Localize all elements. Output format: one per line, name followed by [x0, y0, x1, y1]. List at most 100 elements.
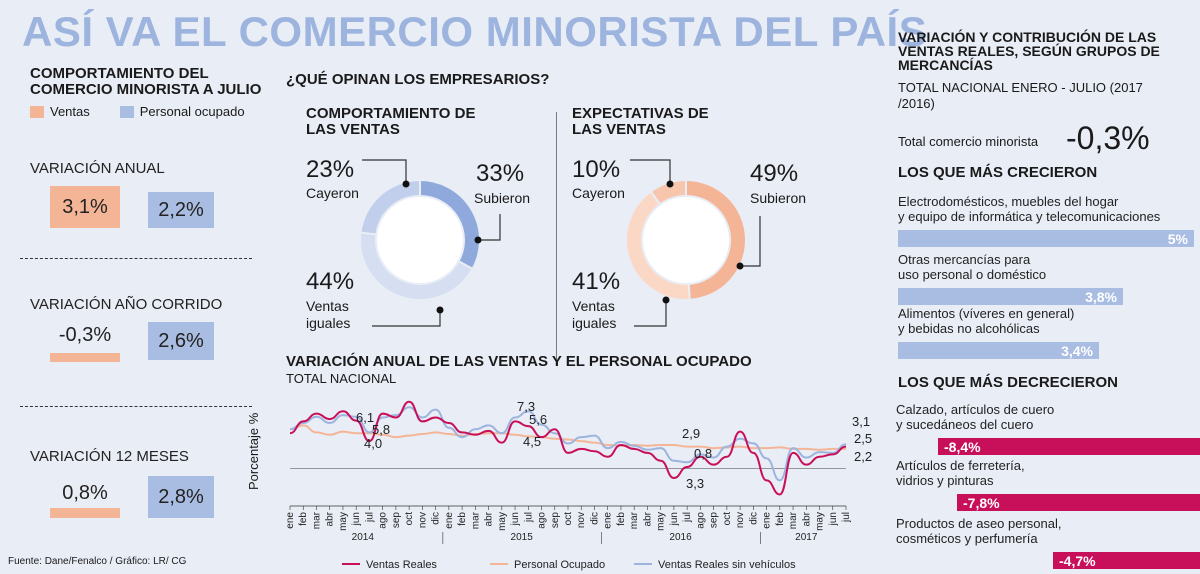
x-tick-label: nov: [417, 512, 428, 528]
donut2-cayeron-pct: 10%: [572, 156, 621, 183]
x-tick-label: feb: [616, 512, 627, 526]
grow-label-1: Alimentos (víveres en general): [898, 306, 1075, 321]
legend-swatch-personal: [119, 105, 134, 118]
data-label: 6,1: [356, 410, 374, 425]
donut-center: [376, 196, 464, 284]
crecieron-heading: LOS QUE MÁS CRECIERON: [898, 164, 1098, 181]
x-tick-label: may: [656, 512, 667, 531]
leader-line: [634, 300, 667, 327]
data-label: 2,2: [854, 449, 872, 464]
data-label: 4,0: [364, 436, 382, 451]
donut1-cayeron-pct: 23%: [306, 156, 355, 183]
data-label: 5,6: [529, 412, 547, 427]
decline-label-2: y sucedáneos del cuero: [896, 417, 1034, 432]
x-tick-label: feb: [457, 512, 468, 526]
page-title: ASÍ VA EL COMERCIO MINORISTA DEL PAÍS: [22, 8, 928, 55]
donut1-cayeron-label: Cayeron: [306, 185, 359, 201]
grow-bar: 3,4%: [898, 342, 1099, 359]
grow-bar: 5%: [898, 230, 1194, 247]
donut1-subieron-label: Subieron: [474, 190, 531, 206]
series-line-ventas-reales: [289, 400, 847, 496]
x-tick-label: nov: [735, 512, 746, 528]
divider: [20, 406, 252, 407]
data-label: 4,5: [523, 434, 541, 449]
x-tick-label: mar: [788, 511, 799, 529]
value-ventas-anual: 3,1%: [50, 186, 120, 228]
x-tick-label: oct: [404, 512, 415, 526]
donut-slice-cayeron: [359, 178, 421, 236]
x-tick-label: may: [497, 512, 508, 531]
x-tick-label: ago: [378, 512, 389, 529]
value-ventas-corrido: -0,3%: [50, 318, 120, 362]
x-tick-label: abr: [642, 511, 653, 526]
x-tick-label: feb: [775, 512, 786, 526]
donut2-iguales-label2: iguales: [572, 315, 617, 331]
leader-dot: [436, 306, 444, 314]
x-tick-label: oct: [563, 512, 574, 526]
line-chart: ene feb mar abr may jun jul ago sep oct nov dic ene f…: [285, 399, 872, 571]
x-tick-label: ene: [762, 512, 773, 529]
donut1-iguales-label2: iguales: [306, 315, 351, 331]
decline-label-2: cosméticos y perfumería: [896, 531, 1038, 546]
value-ventas-12meses: 0,8%: [50, 476, 120, 518]
legend-swatch-ventas: [30, 105, 44, 118]
donut1-iguales-label1: Ventas: [306, 298, 349, 314]
donut-charts: [359, 159, 761, 327]
total-label: Total comercio minorista: [898, 134, 1039, 149]
x-tick-label: jul: [523, 512, 534, 523]
x-tick-label: mar: [629, 511, 640, 529]
decline-bar: -8,4%: [938, 438, 1200, 455]
donut-comportamiento: [359, 178, 481, 301]
x-tick-label: sep: [550, 512, 561, 529]
leader-line: [478, 214, 501, 241]
x-tick-label: ago: [537, 512, 548, 529]
line-chart-ylabel: Porcentaje %: [246, 412, 261, 490]
x-tick-label: abr: [801, 511, 812, 526]
x-tick-label: jun: [669, 512, 680, 526]
year-label: 2015: [511, 532, 534, 543]
data-label: 2,5: [854, 431, 872, 446]
x-tick-label: jun: [510, 512, 521, 526]
grow-label-2: uso personal o doméstico: [898, 267, 1047, 282]
series-line-personal-ocupado: [289, 424, 846, 451]
leader-dot: [474, 236, 482, 244]
donut2-subieron-label: Subieron: [750, 190, 807, 206]
section-label-12meses: VARIACIÓN 12 MESES: [30, 448, 189, 465]
decline-bar: -7,8%: [957, 494, 1200, 511]
x-tick-label: mar: [311, 511, 322, 529]
legend-personal: Personal ocupado: [139, 104, 245, 119]
leader-line: [630, 159, 671, 184]
x-tick-label: dic: [431, 512, 442, 525]
x-tick-label: jul: [682, 512, 693, 523]
leader-line: [372, 310, 441, 327]
divider: [20, 258, 252, 259]
right-subtitle-1: TOTAL NACIONAL ENERO - JULIO (2017: [898, 80, 1143, 95]
data-label: 5,8: [372, 422, 390, 437]
data-label: 3,3: [686, 476, 704, 491]
comportamiento-title: COMPORTAMIENTO DE LAS VENTAS: [306, 105, 476, 138]
leader-dot: [736, 262, 744, 270]
donut-slice-cayeron: [649, 178, 687, 206]
leader-line: [362, 159, 407, 184]
left-heading: COMPORTAMIENTO DEL COMERCIO MINORISTA A …: [30, 65, 262, 98]
right-heading: VARIACIÓN Y CONTRIBUCIÓN DE LAS VENTAS R…: [898, 29, 1160, 73]
x-tick-label: sep: [709, 512, 720, 529]
legend-label: Ventas Reales: [366, 559, 437, 571]
decline-label-1: Calzado, artículos de cuero: [896, 402, 1055, 417]
source-note: Fuente: Dane/Fenalco / Gráfico: LR/ CG: [8, 556, 187, 567]
donut2-iguales-pct: 41%: [572, 268, 621, 295]
x-tick-label: may: [338, 512, 349, 531]
x-tick-label: abr: [484, 511, 495, 526]
x-tick-label: ene: [444, 512, 455, 529]
line-chart-title: VARIACIÓN ANUAL DE LAS VENTAS Y EL PERSO…: [286, 353, 752, 370]
legend-ventas: Ventas: [50, 104, 90, 119]
leader-dot: [402, 180, 410, 188]
data-label: 7,3: [517, 399, 535, 414]
line-chart-subtitle: TOTAL NACIONAL: [286, 371, 397, 386]
x-tick-label: ene: [285, 512, 296, 529]
decline-label-1: Artículos de ferretería,: [896, 458, 1025, 473]
decrecieron-heading: LOS QUE MÁS DECRECIERON: [898, 374, 1119, 391]
value-personal-anual: 2,2%: [148, 192, 214, 228]
grow-label-2: y equipo de informática y telecomunicaci…: [898, 209, 1161, 224]
decline-label-1: Productos de aseo personal,: [896, 516, 1062, 531]
